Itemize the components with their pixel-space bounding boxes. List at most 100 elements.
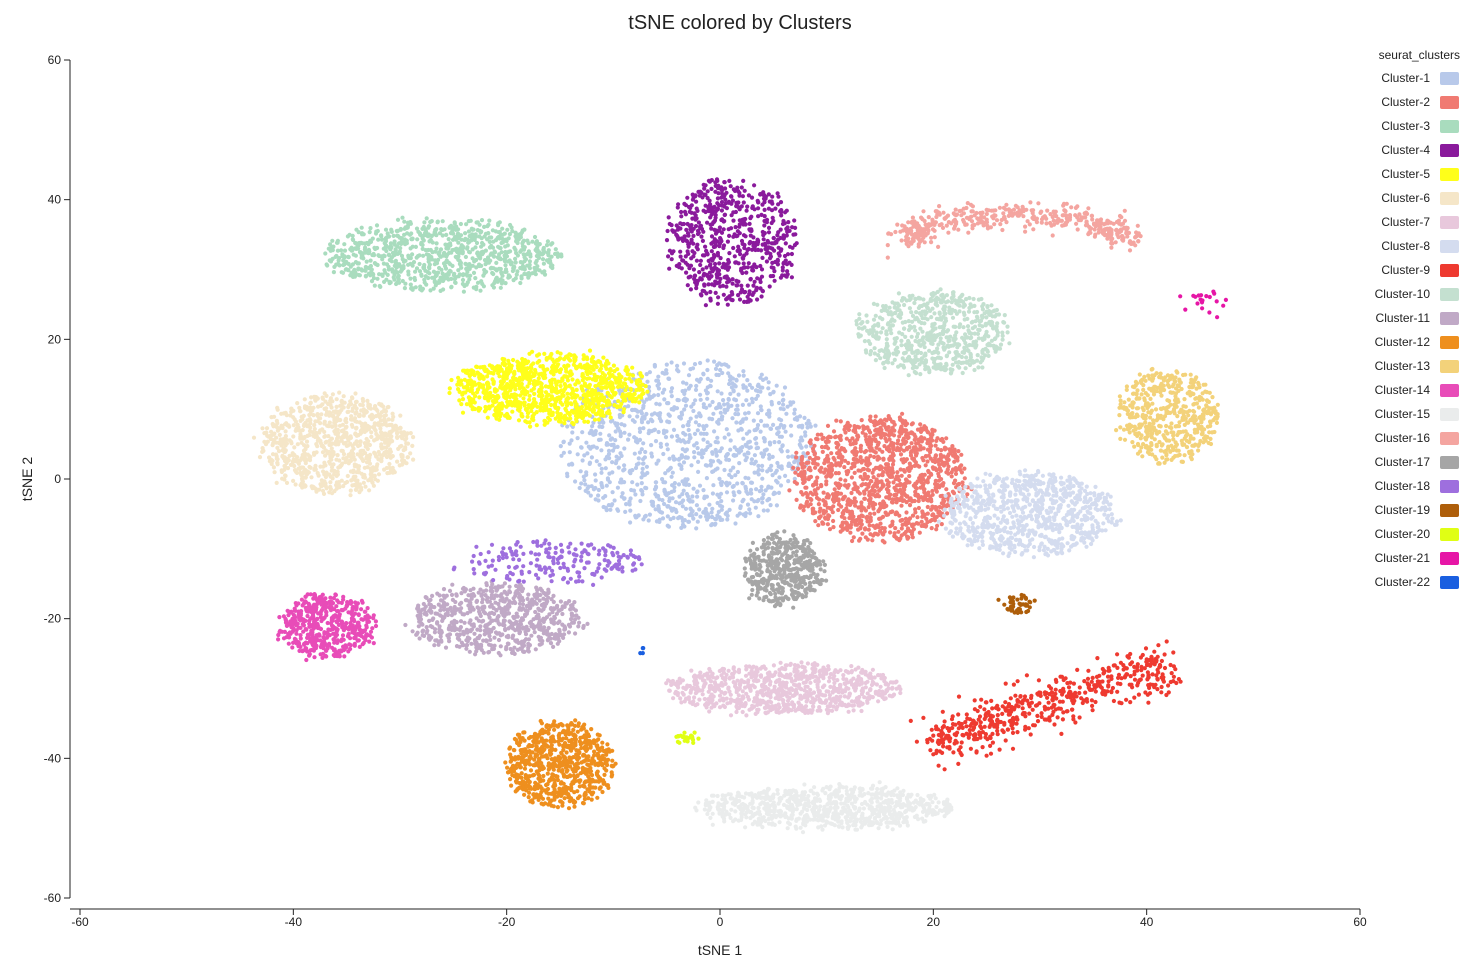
data-point bbox=[515, 363, 521, 368]
data-point bbox=[493, 229, 498, 234]
data-point bbox=[688, 416, 693, 421]
data-point bbox=[663, 491, 668, 496]
data-point bbox=[755, 393, 760, 398]
data-point bbox=[371, 272, 376, 277]
data-point bbox=[707, 403, 712, 408]
data-point bbox=[927, 440, 932, 445]
data-point bbox=[573, 382, 578, 387]
data-point bbox=[760, 468, 765, 473]
data-point bbox=[709, 523, 714, 528]
data-point bbox=[724, 457, 729, 462]
data-point bbox=[808, 438, 813, 443]
data-point bbox=[694, 526, 699, 531]
data-point bbox=[345, 234, 350, 239]
data-point bbox=[603, 494, 608, 499]
data-point bbox=[939, 482, 945, 487]
data-point bbox=[728, 438, 733, 443]
data-point bbox=[692, 276, 697, 281]
data-point bbox=[904, 494, 910, 499]
data-point bbox=[497, 245, 502, 250]
data-point bbox=[855, 489, 861, 494]
data-point bbox=[479, 263, 484, 268]
data-point bbox=[836, 502, 842, 507]
data-point bbox=[529, 363, 534, 368]
data-point bbox=[710, 506, 715, 511]
data-point bbox=[608, 380, 613, 385]
data-point bbox=[546, 248, 551, 253]
data-point bbox=[730, 198, 736, 203]
data-point bbox=[780, 443, 785, 448]
data-point bbox=[884, 503, 889, 508]
data-point bbox=[793, 470, 798, 475]
data-point bbox=[888, 530, 893, 535]
data-point bbox=[891, 445, 896, 450]
data-point bbox=[614, 454, 619, 459]
data-point bbox=[665, 228, 670, 234]
data-point bbox=[775, 431, 780, 436]
data-point bbox=[740, 480, 745, 486]
data-point bbox=[502, 413, 508, 418]
data-point bbox=[730, 281, 735, 286]
data-point bbox=[705, 358, 710, 363]
data-point bbox=[563, 406, 568, 411]
data-point bbox=[900, 522, 905, 527]
data-point bbox=[498, 285, 503, 290]
data-point bbox=[608, 507, 613, 512]
data-point bbox=[740, 255, 745, 260]
data-point bbox=[744, 489, 749, 494]
data-point bbox=[608, 415, 613, 420]
data-point bbox=[701, 182, 706, 187]
data-point bbox=[690, 499, 695, 504]
data-point bbox=[857, 521, 862, 526]
data-point bbox=[715, 435, 720, 440]
data-point bbox=[750, 268, 755, 273]
data-point bbox=[479, 244, 484, 249]
data-point bbox=[443, 242, 448, 247]
data-point bbox=[516, 418, 522, 423]
data-point bbox=[789, 251, 795, 257]
data-point bbox=[449, 285, 454, 290]
data-point bbox=[765, 246, 770, 252]
data-point bbox=[850, 449, 855, 454]
data-point bbox=[621, 410, 626, 415]
data-point bbox=[733, 225, 738, 230]
data-point bbox=[772, 248, 777, 253]
data-point bbox=[454, 227, 459, 232]
data-point bbox=[731, 210, 736, 215]
data-point bbox=[632, 419, 637, 424]
data-point bbox=[784, 233, 789, 238]
data-point bbox=[858, 468, 863, 473]
data-point bbox=[785, 449, 790, 454]
data-point bbox=[909, 441, 914, 446]
data-point bbox=[633, 492, 638, 497]
data-point bbox=[812, 451, 818, 456]
data-point bbox=[640, 392, 645, 397]
data-point bbox=[584, 406, 589, 411]
data-point bbox=[565, 396, 570, 401]
data-point bbox=[906, 517, 911, 522]
data-point bbox=[644, 486, 649, 491]
data-point bbox=[675, 227, 681, 232]
data-point bbox=[688, 367, 693, 372]
data-point bbox=[841, 511, 846, 516]
data-point bbox=[815, 475, 820, 480]
data-point bbox=[466, 229, 471, 234]
data-point bbox=[760, 496, 765, 501]
data-point bbox=[532, 234, 538, 240]
data-point bbox=[436, 270, 441, 275]
data-point bbox=[664, 442, 670, 447]
data-point bbox=[740, 445, 745, 450]
data-point bbox=[606, 408, 611, 413]
data-point bbox=[926, 470, 931, 475]
data-point bbox=[498, 232, 504, 237]
data-point bbox=[389, 255, 395, 260]
data-point bbox=[598, 374, 604, 380]
data-point bbox=[922, 522, 927, 527]
data-point bbox=[759, 418, 764, 424]
data-point bbox=[693, 194, 698, 199]
data-point bbox=[820, 449, 825, 454]
data-point bbox=[929, 526, 934, 531]
data-point bbox=[410, 236, 415, 241]
data-point bbox=[725, 483, 730, 488]
data-point bbox=[709, 226, 714, 231]
